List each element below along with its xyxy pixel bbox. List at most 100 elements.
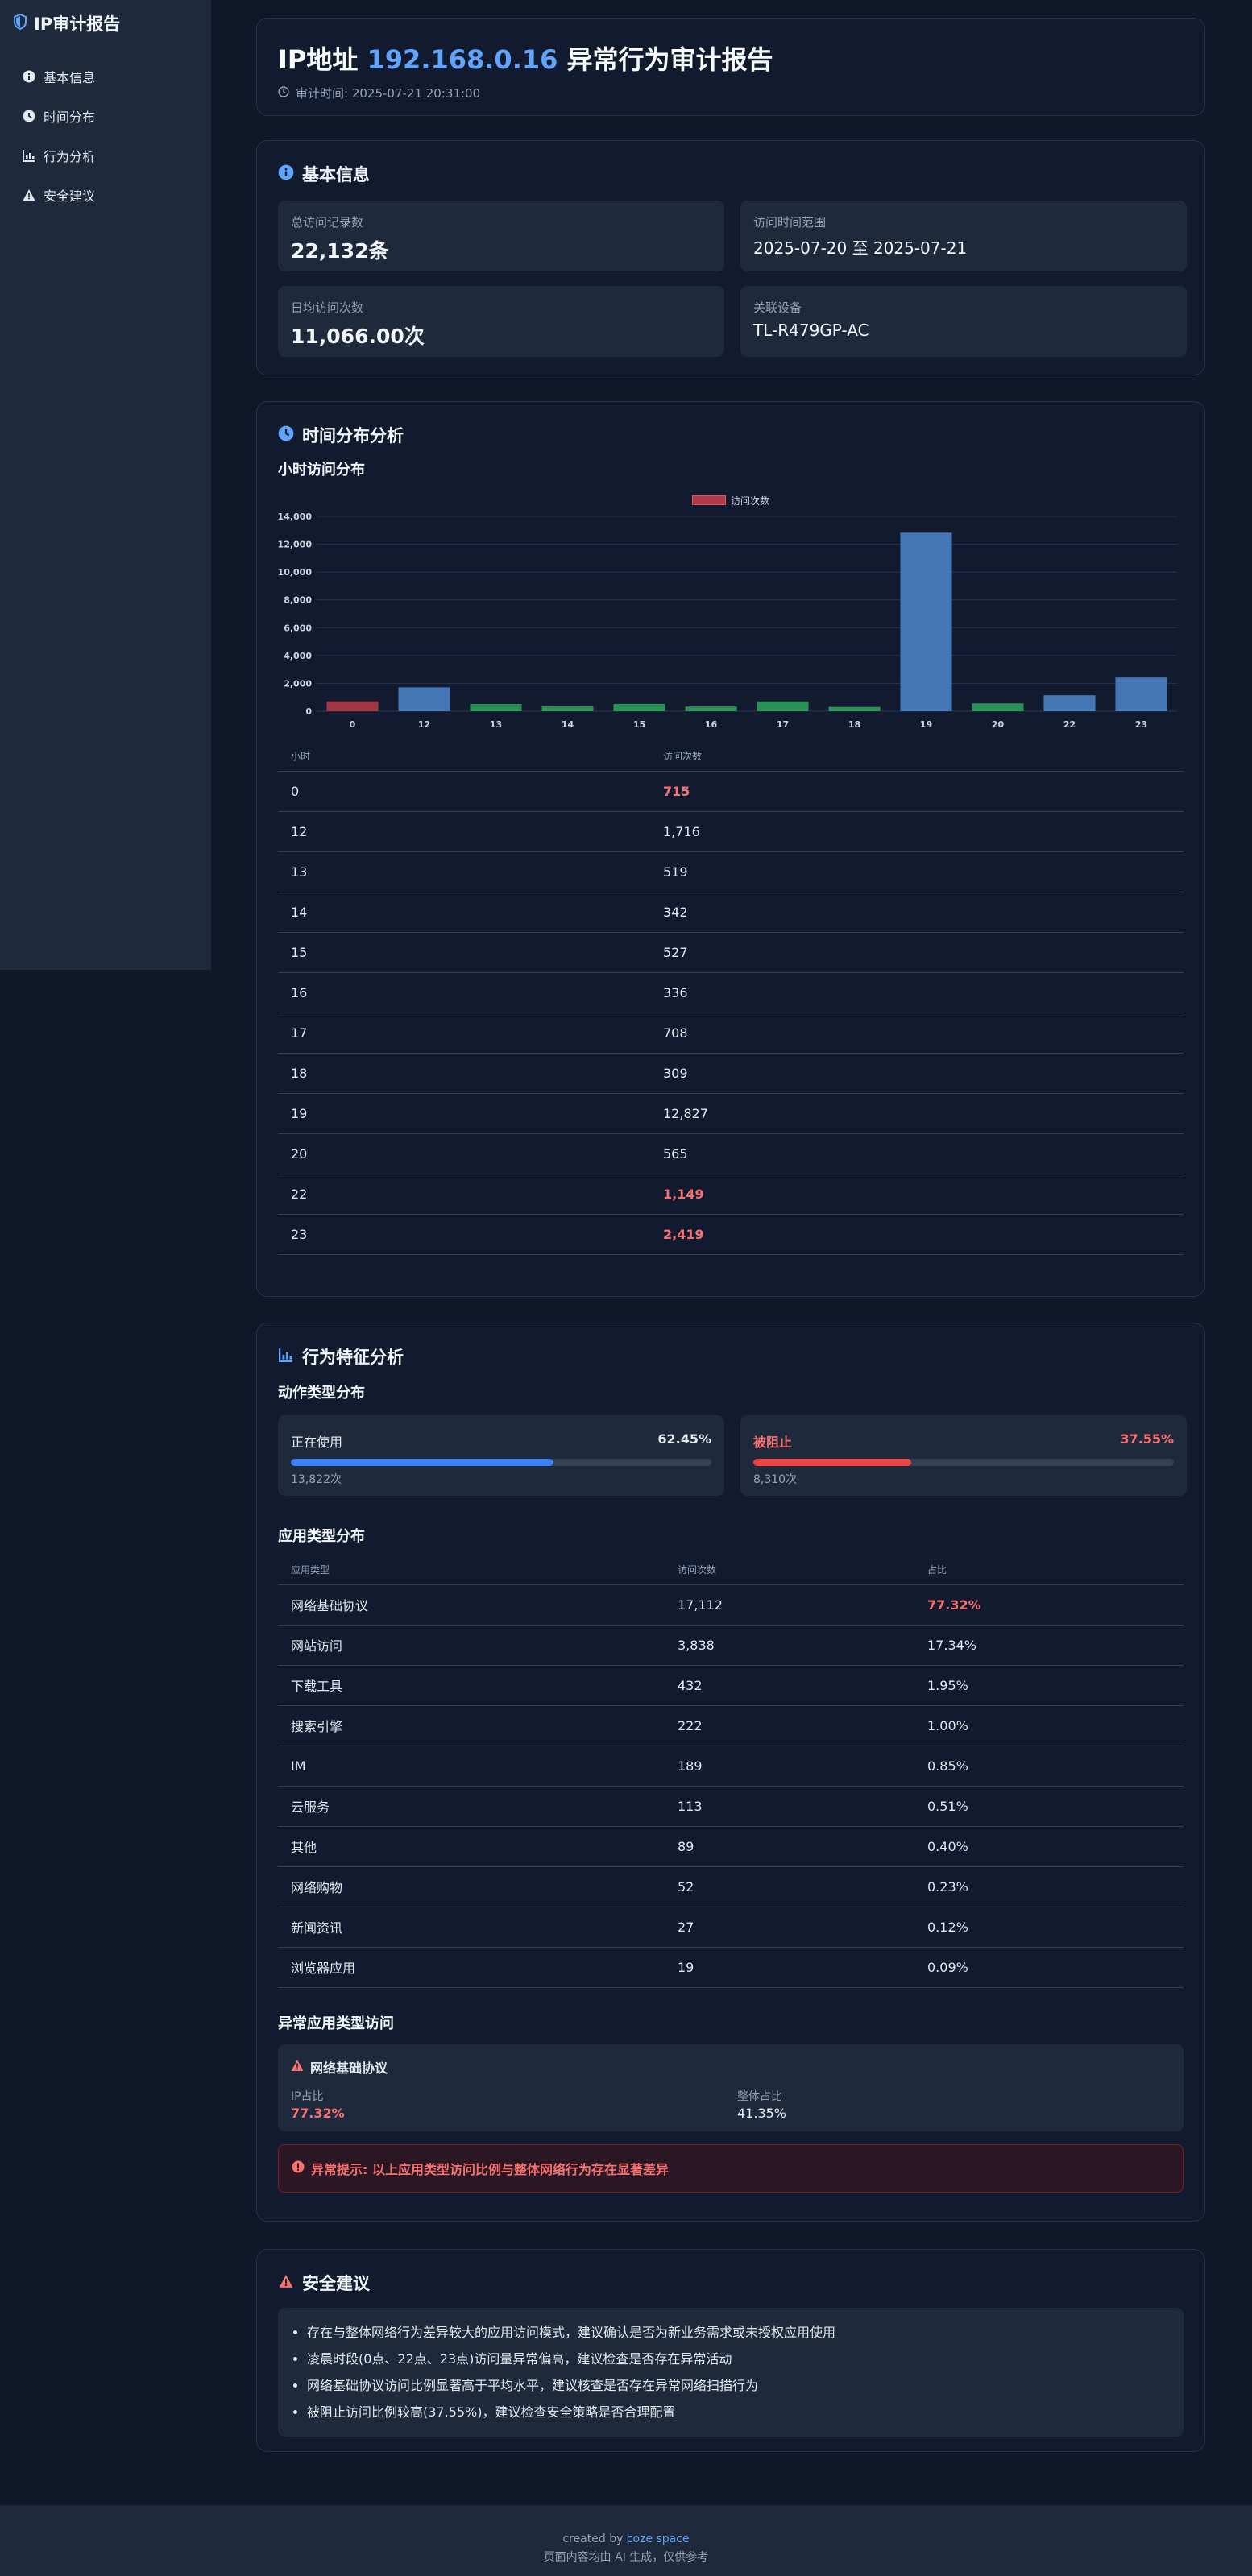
cell-type: 网络购物 (278, 1866, 665, 1907)
table-row: 22 1,149 (278, 1174, 1184, 1215)
cell-type: 新闻资讯 (278, 1907, 665, 1948)
cell-count: 89 (665, 1826, 914, 1867)
cell-ratio: 1.00% (914, 1705, 1184, 1746)
sidebar: IP审计报告 基本信息 时间分布 行为分析 安全建议 (0, 0, 211, 970)
y-tick-label: 2,000 (284, 678, 312, 689)
column-header-hour: 小时 (278, 742, 650, 772)
cell-hour: 12 (278, 811, 650, 852)
section-title-text: 基本信息 (302, 165, 370, 184)
suggestion-item: 网络基础协议访问比例显著高于平均水平，建议核查是否存在异常网络扫描行为 (307, 2372, 1171, 2399)
title-ip: 192.168.0.16 (367, 44, 558, 75)
anomaly-ip-label: IP占比 (291, 2089, 324, 2103)
table-row: 19 12,827 (278, 1093, 1184, 1134)
hourly-subtitle: 小时访问分布 (278, 462, 365, 478)
info-label: 日均访问次数 (291, 300, 364, 315)
basic-info-card: 基本信息 总访问记录数 22,132条 访问时间范围 2025-07-20 至 … (256, 140, 1205, 375)
suggestion-item: 被阻止访问比例较高(37.55%)，建议检查安全策略是否合理配置 (307, 2399, 1171, 2425)
anomaly-name: 网络基础协议 (310, 2060, 388, 2076)
info-value: 22,132条 (291, 239, 389, 263)
chart-bar (972, 703, 1024, 711)
info-total-records: 总访问记录数 22,132条 (278, 201, 724, 271)
table-row: 13 519 (278, 851, 1184, 892)
info-label: 访问时间范围 (753, 215, 827, 230)
action-count: 8,310次 (753, 1473, 798, 1486)
sidebar-item-time-dist[interactable]: 时间分布 (13, 96, 198, 135)
table-row: 搜索引擎 222 1.00% (278, 1705, 1184, 1746)
x-tick-label: 14 (562, 719, 574, 730)
hourly-table: 小时 访问次数 0 715 12 1,716 13 519 14 342 15 527 16 336 1… (278, 742, 1184, 1255)
cell-count: 519 (650, 851, 1184, 892)
sidebar-item-basic-info[interactable]: 基本信息 (13, 56, 198, 96)
cell-hour: 18 (278, 1053, 650, 1094)
table-row: 0 715 (278, 771, 1184, 812)
action-label: 被阻止 (753, 1435, 793, 1450)
cell-hour: 0 (278, 771, 650, 812)
chart-bar (1043, 695, 1096, 711)
table-row: 18 309 (278, 1053, 1184, 1094)
section-title-text: 时间分布分析 (302, 426, 404, 445)
shield-icon (13, 13, 27, 34)
x-tick-label: 18 (848, 719, 860, 730)
time-dist-title: 时间分布分析 (278, 423, 1184, 447)
cell-type: 其他 (278, 1826, 665, 1867)
anomaly-overall-label: 整体占比 (737, 2089, 782, 2103)
clock-icon (278, 85, 289, 101)
y-tick-label: 4,000 (284, 651, 312, 661)
table-header-row: 应用类型 访问次数 占比 (278, 1555, 1184, 1585)
cell-type: IM (278, 1746, 665, 1787)
app-subtitle: 应用类型分布 (278, 1528, 365, 1545)
footer-brand-link[interactable]: coze space (626, 2533, 690, 2545)
info-device: 关联设备 TL-R479GP-AC (740, 286, 1187, 357)
app-table: 应用类型 访问次数 占比 网络基础协议 17,112 77.32% 网站访问 3,838… (278, 1555, 1184, 1988)
bar-chart-svg: 0 2,000 4,000 6,000 8,000 10,000 12,000 14,000 0… (278, 511, 1177, 730)
audit-time: 审计时间: 2025-07-21 20:31:00 (278, 85, 1184, 101)
table-header-row: 小时 访问次数 (278, 742, 1184, 772)
warning-icon (278, 2273, 294, 2292)
app-table-body: 网络基础协议 17,112 77.32% 网站访问 3,838 17.34% 下载工具 432… (278, 1584, 1184, 1988)
cell-type: 网络基础协议 (278, 1584, 665, 1626)
cell-type: 搜索引擎 (278, 1705, 665, 1746)
cell-count: 2,419 (650, 1214, 1184, 1255)
column-header-app-type: 应用类型 (278, 1555, 665, 1585)
chart-bar (613, 703, 665, 711)
y-tick-label: 6,000 (284, 623, 312, 633)
title-suffix: 异常行为审计报告 (566, 44, 773, 75)
chart-bar (757, 701, 809, 711)
cell-hour: 19 (278, 1093, 650, 1134)
progress-track (291, 1459, 711, 1466)
cell-count: 3,838 (665, 1625, 914, 1666)
x-tick-label: 16 (705, 719, 718, 730)
section-title-text: 行为特征分析 (302, 1348, 404, 1367)
warning-icon (291, 2059, 304, 2075)
cell-count: 1,149 (650, 1174, 1184, 1215)
cell-ratio: 0.51% (914, 1786, 1184, 1827)
action-percent: 37.55% (1120, 1431, 1174, 1447)
table-row: 浏览器应用 19 0.09% (278, 1947, 1184, 1988)
table-row: 网络购物 52 0.23% (278, 1866, 1184, 1907)
action-subtitle: 动作类型分布 (278, 1385, 365, 1402)
progress-fill (291, 1459, 553, 1466)
warning-icon (23, 188, 35, 201)
table-row: 其他 89 0.40% (278, 1826, 1184, 1867)
progress-track (753, 1459, 1174, 1466)
page-title: IP地址 192.168.0.16 异常行为审计报告 (278, 39, 1184, 77)
sidebar-item-behavior[interactable]: 行为分析 (13, 135, 198, 175)
sidebar-item-suggestions[interactable]: 安全建议 (13, 175, 198, 214)
cell-hour: 15 (278, 932, 650, 973)
cell-ratio: 17.34% (914, 1625, 1184, 1666)
chart-icon (23, 149, 35, 162)
behavior-card: 行为特征分析 动作类型分布 正在使用 62.45% 13,822次 被阻止 37… (256, 1323, 1205, 2222)
sidebar-nav: 基本信息 时间分布 行为分析 安全建议 (13, 56, 198, 214)
x-tick-label: 15 (633, 719, 645, 730)
info-icon (278, 164, 294, 184)
table-row: IM 189 0.85% (278, 1746, 1184, 1787)
footer: created by coze space 页面内容均由 AI 生成，仅供参考 (0, 2505, 1252, 2576)
alert-text: 异常提示: 以上应用类型访问比例与整体网络行为存在显著差异 (311, 2161, 669, 2177)
x-tick-label: 13 (490, 719, 502, 730)
hourly-chart: 访问次数 0 2,000 4,000 6,000 8,000 10,000 12,000 14… (278, 491, 1184, 739)
info-value: TL-R479GP-AC (753, 321, 869, 340)
chart-legend: 访问次数 (278, 491, 1184, 510)
sidebar-title-text: IP审计报告 (34, 14, 121, 34)
table-row: 网络基础协议 17,112 77.32% (278, 1584, 1184, 1626)
table-row: 17 708 (278, 1013, 1184, 1054)
